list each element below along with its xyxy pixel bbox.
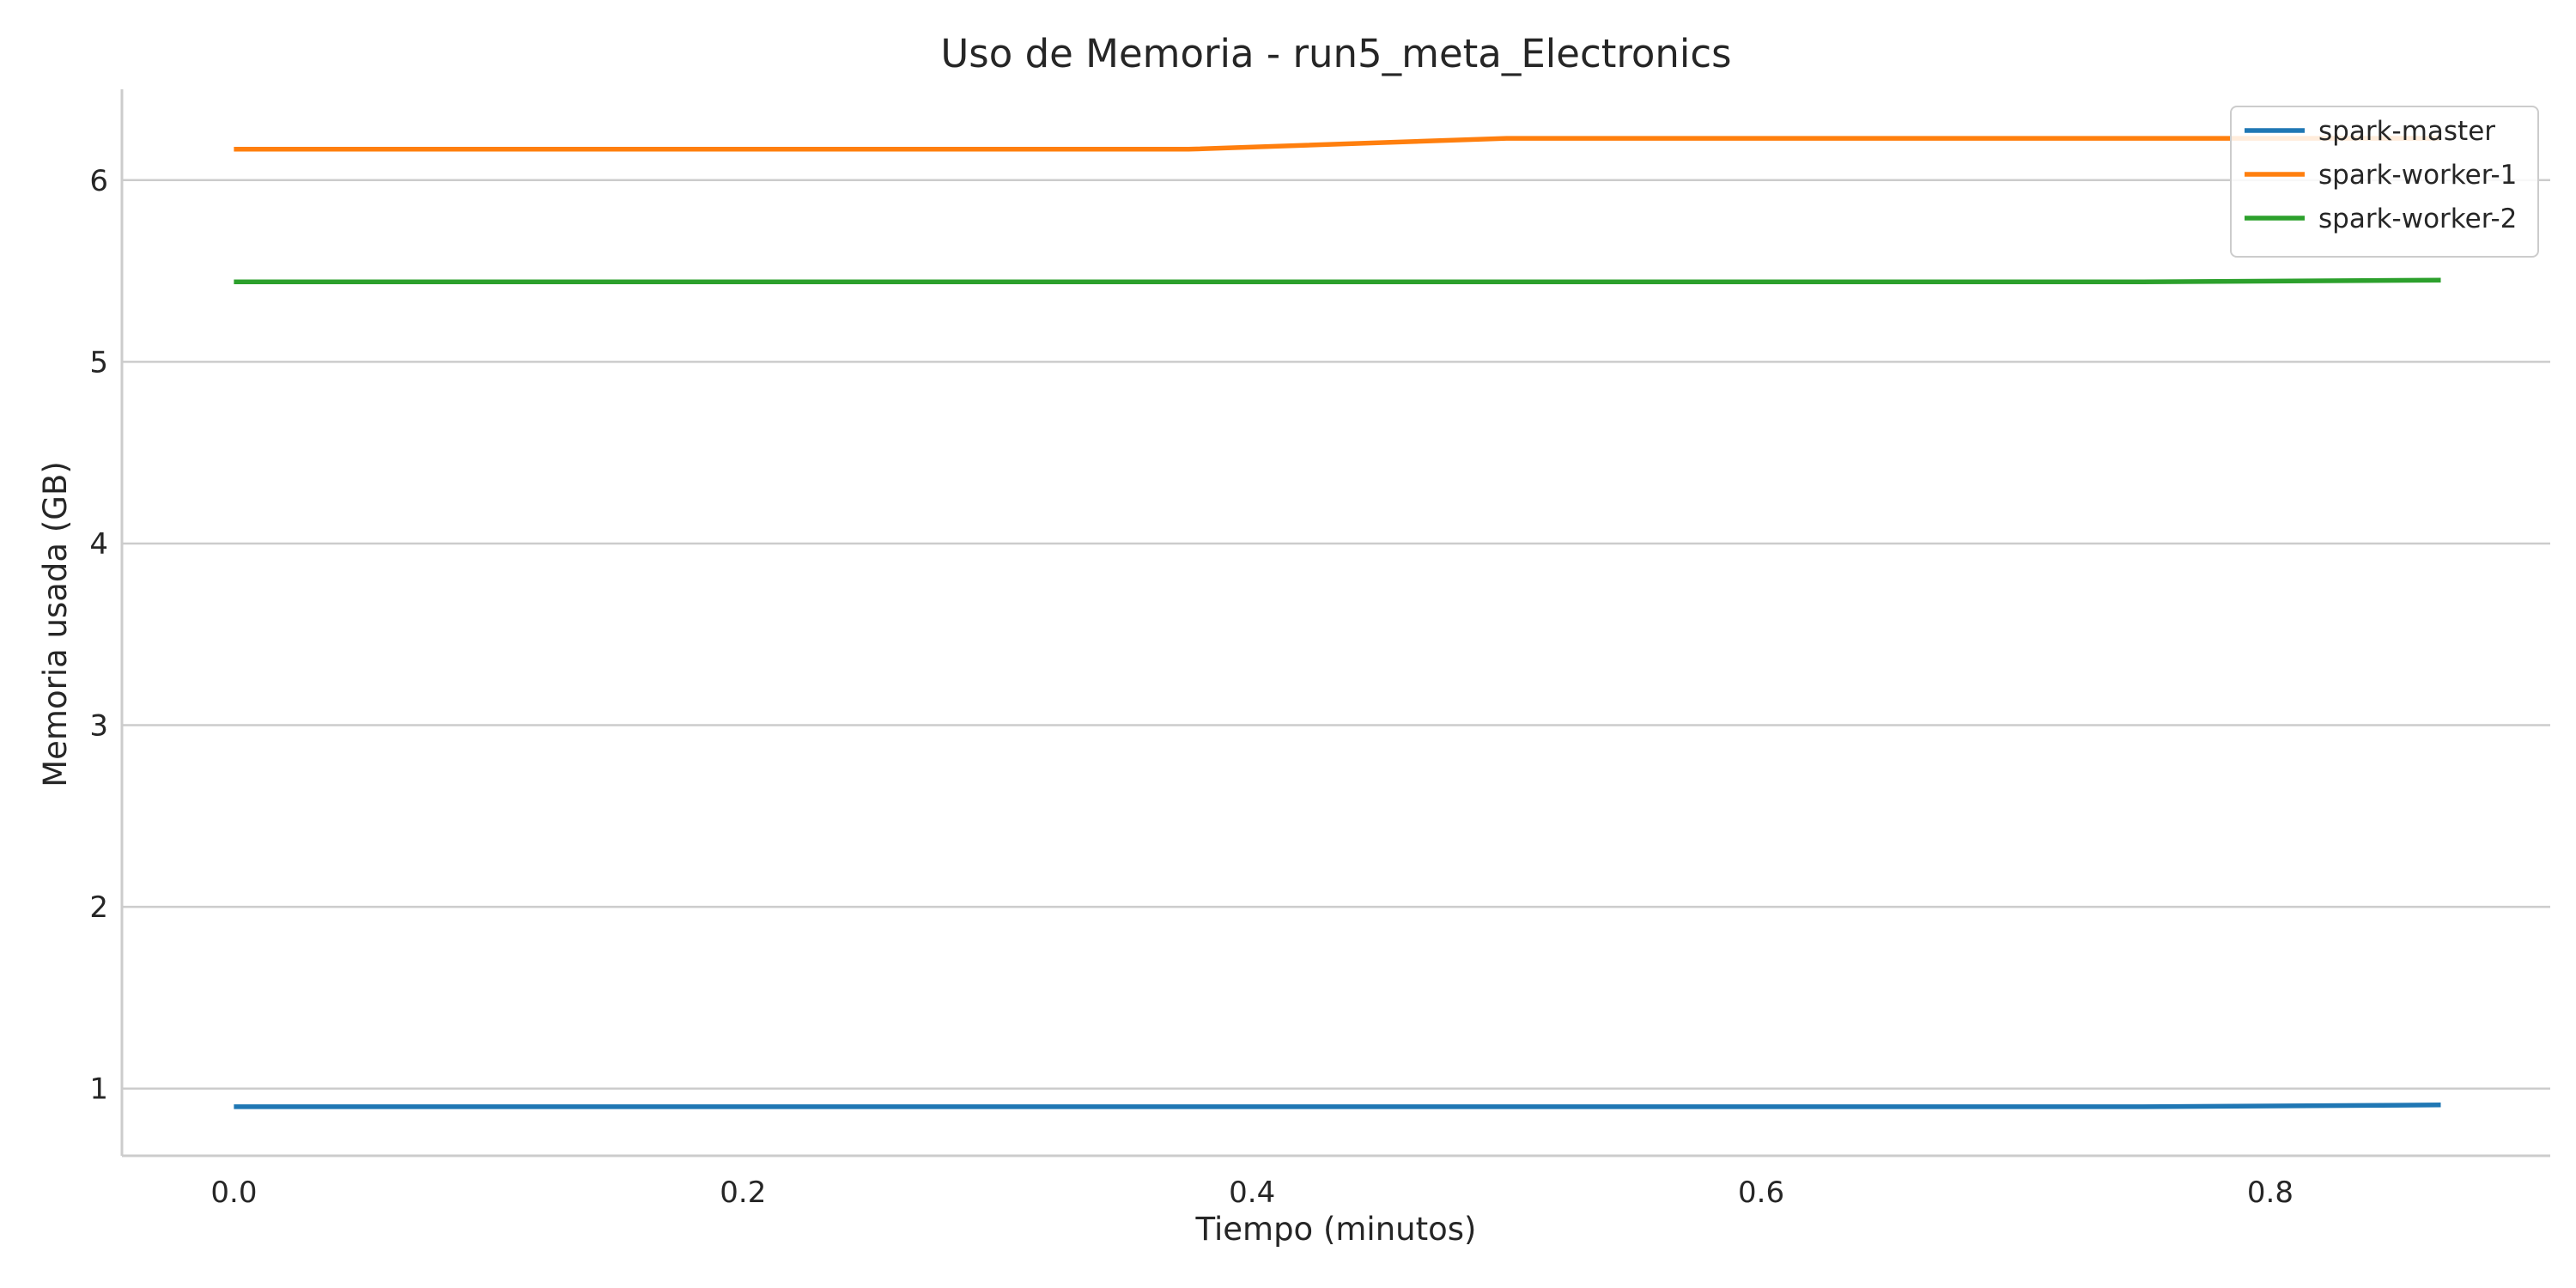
y-tick-label: 4 xyxy=(89,527,108,562)
x-tick-label: 0.6 xyxy=(1738,1176,1784,1210)
x-axis-label: Tiempo (minutos) xyxy=(1195,1211,1477,1248)
series-line-spark-master xyxy=(234,1103,2441,1109)
y-tick-label: 3 xyxy=(89,709,108,744)
series-line-spark-worker-2 xyxy=(234,277,2441,285)
y-tick-label: 6 xyxy=(89,164,108,198)
x-tick-label: 0.4 xyxy=(1229,1176,1275,1210)
series-line-spark-worker-1 xyxy=(234,136,2441,152)
series-lines xyxy=(234,136,2441,1109)
x-tick-label: 0.0 xyxy=(210,1176,257,1210)
legend-box xyxy=(2230,106,2539,258)
axes xyxy=(120,89,2550,1157)
y-tick-label: 2 xyxy=(89,890,108,925)
tick-labels: 1 2 3 4 5 6 0.0 0.2 0.4 0.6 0.8 xyxy=(89,164,2293,1210)
y-tick-label: 1 xyxy=(89,1072,108,1107)
legend: spark-master spark-worker-1 spark-worker-2 xyxy=(2230,106,2539,258)
chart-title: Uso de Memoria - run5_meta_Electronics xyxy=(940,31,1731,76)
gridlines xyxy=(122,179,2550,1090)
legend-label: spark-worker-1 xyxy=(2318,160,2517,191)
y-tick-label: 5 xyxy=(89,345,108,380)
x-tick-label: 0.8 xyxy=(2247,1176,2293,1210)
y-axis-label: Memoria usada (GB) xyxy=(37,461,74,787)
x-tick-label: 0.2 xyxy=(720,1176,766,1210)
legend-label: spark-master xyxy=(2318,116,2495,147)
legend-label: spark-worker-2 xyxy=(2318,204,2517,234)
